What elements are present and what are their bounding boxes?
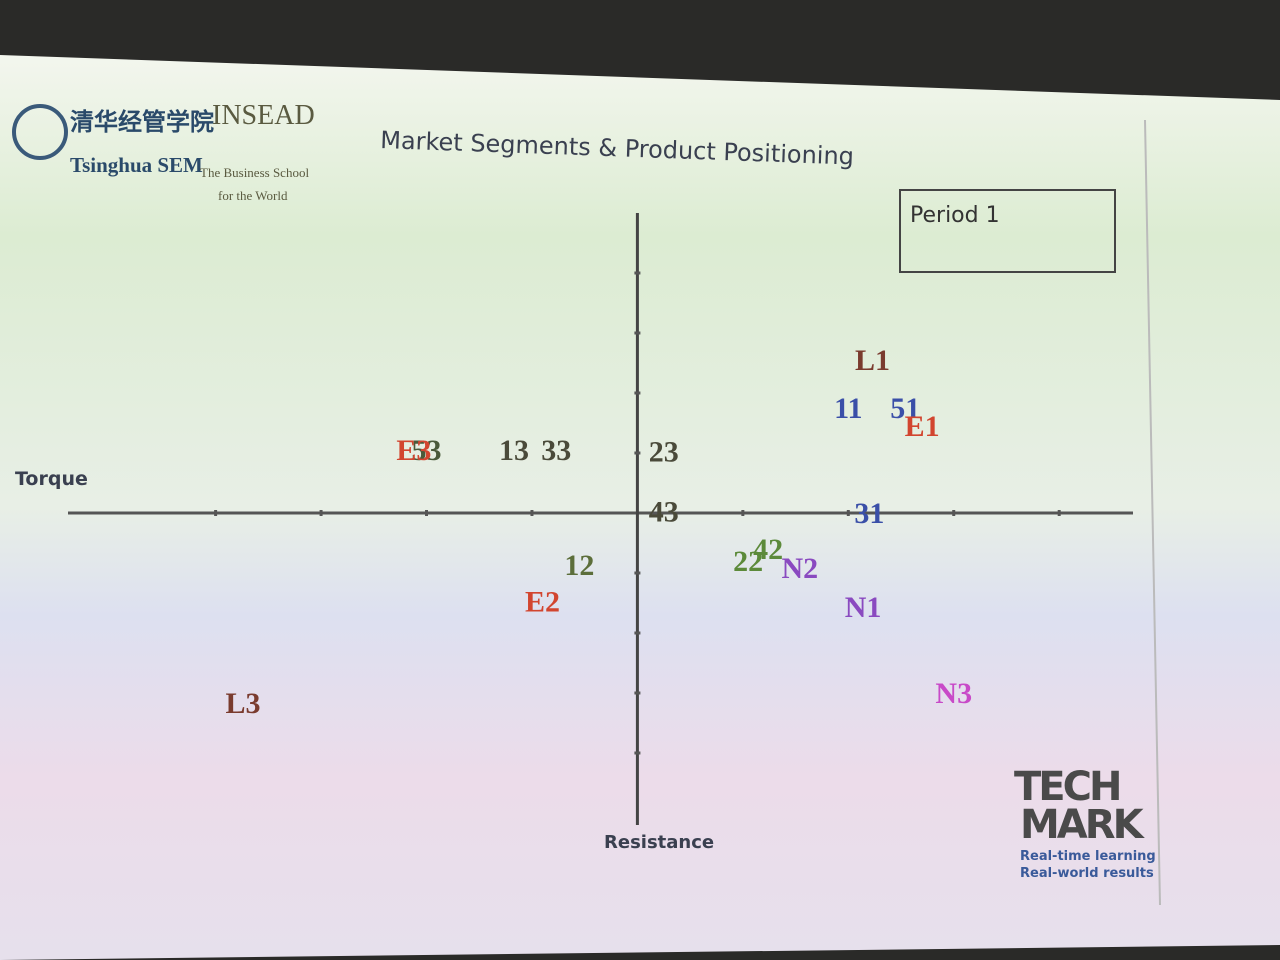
logo-text: MARK [1020,802,1146,848]
point-label: 12 [564,549,594,582]
point-label: 31 [854,497,884,530]
point-label: 23 [649,436,679,469]
logo-text: TECH [1014,764,1119,810]
point-label: 53 [412,434,442,467]
point-label: 33 [541,434,571,467]
logo-text: Real-world results [1020,866,1154,881]
logo-text: The Business School [200,165,309,180]
point-label: E2 [525,586,560,619]
point-label: E1 [905,410,940,443]
slide [0,55,1280,960]
x-axis-label: Torque [15,468,88,490]
point-label: N1 [845,591,882,624]
logo-text: INSEAD [212,100,315,131]
point-label: E3 [396,434,431,467]
point-label: N2 [781,552,818,585]
point-label: N3 [935,677,972,710]
slide-edge [1144,119,1161,906]
point-label: L1 [855,344,890,377]
point-label: 11 [834,392,862,425]
period-label: Period 1 [910,203,1000,228]
tsinghua-emblem [12,104,68,160]
point-label: 22 [733,545,763,578]
point-label: 43 [649,496,679,529]
point-label: L3 [226,687,261,720]
point-label: 13 [499,434,529,467]
y-axis-label: Resistance [604,832,714,853]
period-box [899,189,1116,273]
point-label: 42 [753,533,783,566]
point-label: 51 [890,392,920,425]
logo-text: Tsinghua SEM [70,153,203,177]
logo-text: for the World [218,188,288,203]
logo-text: 清华经管学院 [70,107,214,136]
logo-text: Real-time learning [1020,849,1156,864]
